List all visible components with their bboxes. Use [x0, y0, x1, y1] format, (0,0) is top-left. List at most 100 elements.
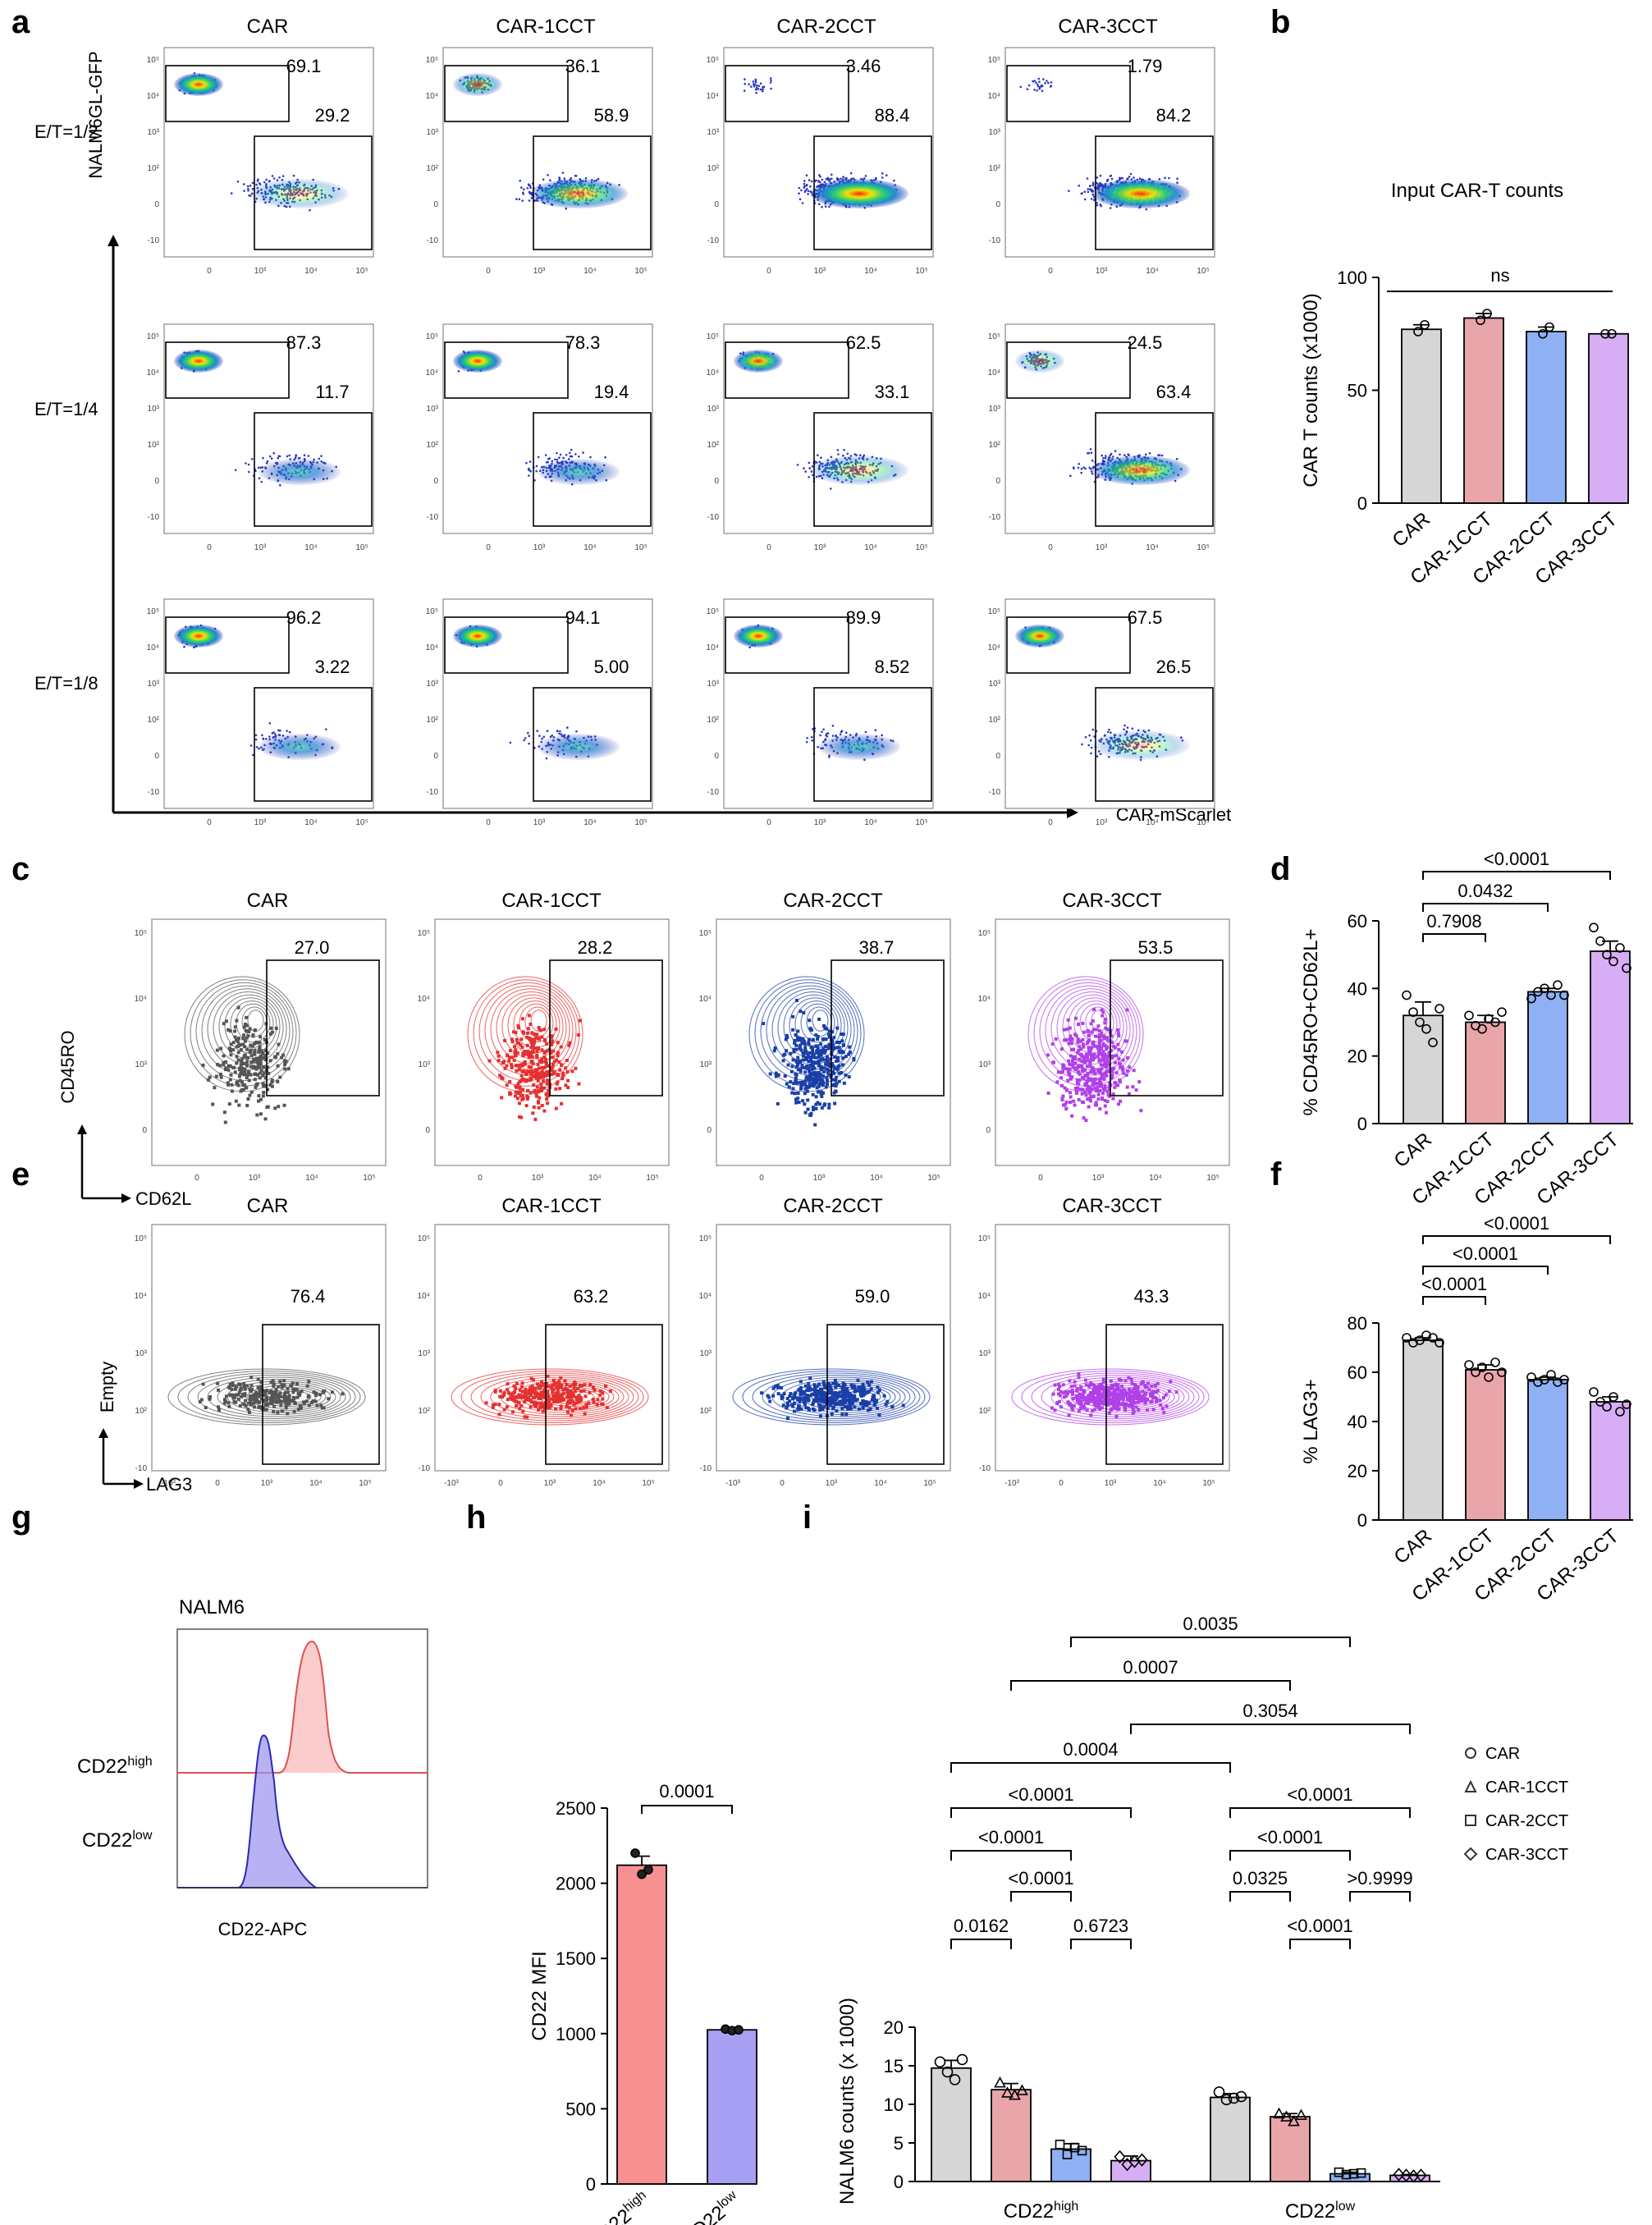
- panel-a-row-label-1: E/T=1/2: [34, 121, 98, 142]
- flow-dot: [759, 82, 762, 85]
- y-tick-label: 10⁵: [147, 56, 159, 65]
- panel-a-header-car: CAR: [247, 16, 289, 38]
- flow-dot: [546, 730, 549, 732]
- flow-dot: [286, 455, 289, 458]
- flow-dot: [535, 465, 538, 468]
- y-tick-label: 10³: [989, 405, 1001, 414]
- flow-dot: [752, 80, 755, 83]
- x-tick-label: 10³: [814, 818, 826, 827]
- x-tick-label: 10⁴: [304, 543, 317, 552]
- flow-dot: [245, 462, 247, 465]
- flow-dot: [230, 192, 233, 195]
- flow-dot: [826, 178, 830, 181]
- flow-dot: [1160, 454, 1164, 457]
- flow-dot: [268, 735, 271, 738]
- y-tick-label: 10⁴: [147, 92, 159, 101]
- x-tick-label: 10⁴: [1146, 543, 1158, 552]
- flow-dot: [1036, 89, 1038, 92]
- flow-density-car: [259, 734, 341, 760]
- flow-dot: [246, 185, 249, 188]
- flow-dot: [523, 739, 525, 742]
- flow-dot: [257, 178, 259, 181]
- flow-dot: [1090, 198, 1093, 200]
- flow-dot: [808, 179, 811, 181]
- gate-value-target: 78.3: [565, 332, 601, 353]
- y-tick-label: 10²: [989, 441, 1001, 450]
- flow-density-car: [1091, 456, 1190, 485]
- x-tick-label: 10⁵: [634, 543, 647, 552]
- flow-dot: [831, 735, 835, 737]
- flow-dot: [744, 82, 746, 85]
- flow-dot: [1110, 452, 1113, 456]
- flow-dot: [818, 203, 821, 205]
- y-tick-label: 0: [995, 200, 1000, 209]
- flow-dot: [1078, 184, 1081, 187]
- panel-a-row-label-3: E/T=1/8: [34, 673, 98, 694]
- flow-density-target: [453, 73, 502, 96]
- flow-dot: [824, 205, 827, 208]
- flow-density-target: [453, 350, 502, 373]
- flow-dot: [826, 732, 828, 735]
- y-tick-label: -10: [989, 513, 1001, 522]
- flow-dot: [837, 178, 840, 181]
- flow-dot: [268, 455, 272, 458]
- flow-dot: [754, 88, 757, 91]
- flow-dot: [831, 177, 833, 180]
- flow-dot: [849, 172, 853, 175]
- flow-density-target: [734, 625, 783, 648]
- y-tick-label: 10³: [989, 128, 1001, 137]
- x-tick-label: 10⁵: [634, 267, 647, 276]
- flow-dot: [1069, 474, 1072, 477]
- y-tick-label: 10⁵: [988, 332, 1000, 341]
- flow-dot: [565, 454, 568, 456]
- flow-density-car: [1091, 179, 1190, 208]
- panel-a-x-arrowhead: [1067, 807, 1078, 818]
- x-tick-label: 10³: [1096, 267, 1108, 276]
- flow-dot: [750, 85, 753, 88]
- flow-density-car: [810, 179, 908, 208]
- flow-dot: [542, 178, 545, 181]
- y-tick-label: 0: [433, 200, 438, 209]
- flow-dot: [527, 731, 529, 735]
- flow-dot: [528, 735, 530, 737]
- flow-dot: [574, 175, 578, 177]
- x-tick-label: 10⁴: [1146, 267, 1158, 276]
- flow-dot: [804, 470, 807, 473]
- flow-dot: [522, 188, 525, 191]
- flow-dot: [568, 451, 571, 455]
- flow-dot: [842, 176, 844, 178]
- flow-dot: [1109, 207, 1112, 209]
- flow-dot: [1145, 208, 1148, 211]
- y-tick-label: -10: [148, 513, 160, 522]
- x-tick-label: 10³: [533, 543, 546, 552]
- flow-density-car: [538, 459, 620, 485]
- x-tick-label: 10⁴: [583, 543, 596, 552]
- flow-dot: [817, 454, 819, 456]
- y-tick-label: 10⁴: [707, 643, 719, 652]
- flow-dot: [1089, 448, 1092, 451]
- flow-dot: [578, 456, 580, 458]
- y-tick-label: 10⁵: [426, 56, 438, 65]
- flow-dot: [881, 176, 884, 179]
- flow-dot: [266, 460, 269, 463]
- flow-dot: [801, 202, 804, 204]
- y-tick-label: 10²: [148, 164, 160, 173]
- y-tick-label: 10²: [148, 716, 160, 725]
- flow-dot: [562, 456, 565, 460]
- flow-dot: [1099, 174, 1102, 177]
- flow-dot: [268, 180, 272, 182]
- flow-dot: [754, 80, 757, 84]
- flow-dot: [1049, 85, 1052, 88]
- x-tick-label: 10³: [533, 267, 546, 276]
- flow-dot: [258, 477, 261, 479]
- flow-dot: [309, 208, 311, 212]
- y-tick-label: 10²: [148, 441, 160, 450]
- x-tick-label: 10⁴: [304, 818, 317, 827]
- x-tick-label: 0: [207, 267, 212, 276]
- x-tick-label: 0: [1048, 267, 1053, 276]
- flow-dot: [846, 452, 849, 456]
- y-tick-label: 0: [154, 200, 159, 209]
- y-tick-label: 10⁴: [707, 92, 719, 101]
- y-tick-label: 10³: [148, 405, 160, 414]
